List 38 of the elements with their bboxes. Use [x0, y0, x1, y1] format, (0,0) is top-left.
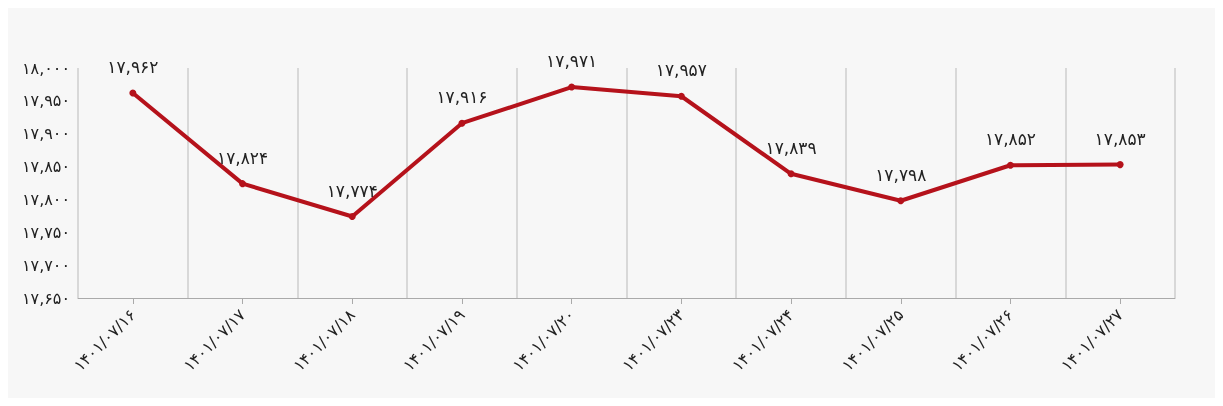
x-tick-label: ۱۴۰۱/۰۷/۲۰ [508, 305, 579, 375]
data-label: ۱۷,۷۹۸ [875, 164, 927, 185]
point [239, 180, 247, 188]
data-label: ۱۷,۹۵۷ [655, 60, 707, 81]
data-label: ۱۷,۹۷۱ [546, 51, 598, 72]
data-label: ۱۷,۹۱۶ [436, 87, 488, 108]
point [129, 89, 137, 97]
x-tick-label: ۱۴۰۱/۰۷/۲۴ [728, 305, 798, 375]
point [1006, 161, 1014, 169]
y-tick-label: ۱۷,۸۵۰ [21, 157, 70, 177]
x-tick-label: ۱۴۰۱/۰۷/۲۶ [947, 305, 1018, 375]
y-tick-label: ۱۷,۷۰۰ [21, 255, 70, 275]
x-tick-label: ۱۴۰۱/۰۷/۱۷ [179, 305, 250, 375]
y-tick-label: ۱۸,۰۰۰ [21, 58, 70, 78]
point [348, 213, 356, 221]
y-tick-label: ۱۷,۹۰۰ [21, 124, 70, 144]
point [897, 197, 905, 205]
x-tick-label: ۱۴۰۱/۰۷/۲۳ [618, 305, 689, 375]
point [458, 119, 466, 127]
data-label: ۱۷,۸۵۲ [984, 129, 1036, 150]
point [677, 92, 685, 100]
y-tick-label: ۱۷,۶۵۰ [21, 288, 70, 308]
point [787, 170, 795, 178]
x-tick-label: ۱۴۰۱/۰۷/۱۹ [399, 305, 469, 375]
data-label: ۱۷,۸۵۳ [1094, 128, 1146, 149]
x-tick-label: ۱۴۰۱/۰۷/۲۵ [837, 305, 908, 375]
point [568, 83, 576, 91]
point [1116, 161, 1124, 169]
y-tick-label: ۱۷,۹۵۰ [21, 91, 70, 111]
y-tick-label: ۱۷,۷۵۰ [21, 222, 70, 242]
x-tick-label: ۱۴۰۱/۰۷/۱۶ [69, 305, 140, 375]
data-label: ۱۷,۹۶۲ [107, 56, 159, 77]
data-label: ۱۷,۷۷۴ [326, 180, 378, 201]
data-label: ۱۷,۸۲۴ [217, 147, 269, 168]
y-tick-label: ۱۷,۸۰۰ [21, 189, 70, 209]
x-tick-label: ۱۴۰۱/۰۷/۲۷ [1057, 305, 1128, 375]
data-label: ۱۷,۸۳۹ [765, 137, 817, 158]
x-tick-label: ۱۴۰۱/۰۷/۱۸ [289, 305, 360, 375]
